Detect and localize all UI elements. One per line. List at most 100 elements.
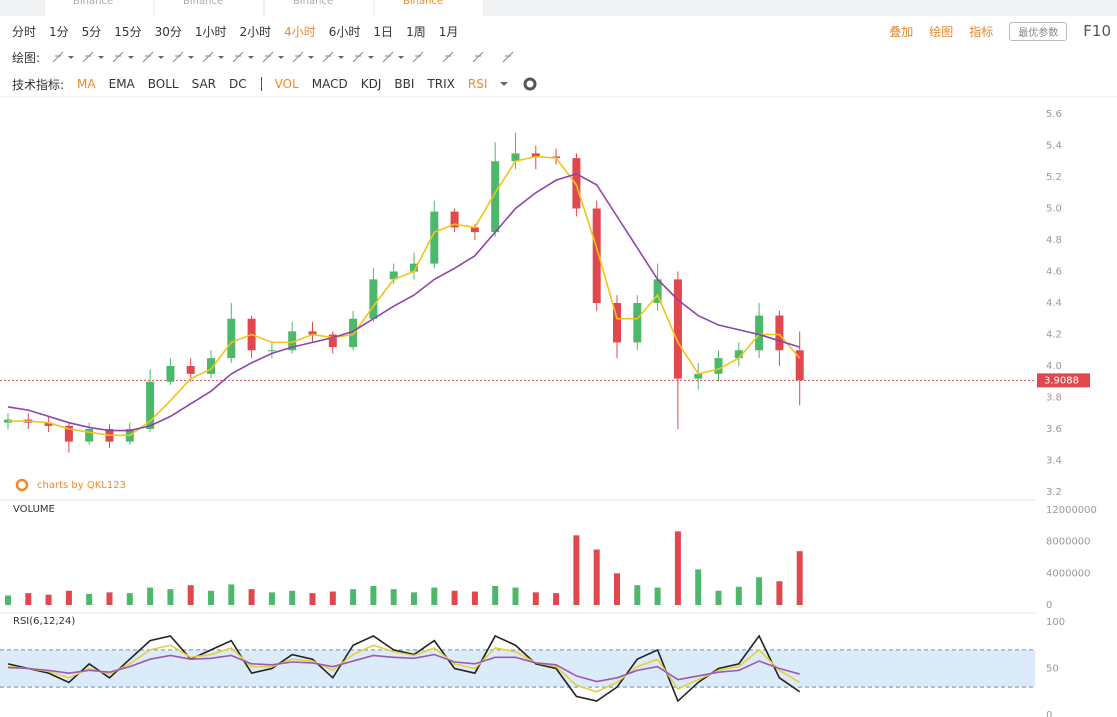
volume-bar [796,551,803,605]
candle-body [349,318,358,348]
candle-body [105,429,114,442]
indicator-button[interactable]: BBI [394,77,415,91]
candle-body [166,366,175,382]
y-tick-label: 4000000 [1046,568,1091,579]
candle-body [775,315,784,351]
watermark: charts by QKL123 [37,480,126,491]
indicator-button[interactable]: DC [229,77,262,91]
candle-body [4,419,12,423]
candle-body [247,318,256,351]
y-tick-label: 100 [1046,617,1065,628]
settings[interactable] [500,76,540,92]
candle-body [613,303,621,343]
volume-bar [553,593,560,605]
indicator-button[interactable]: EMA [108,77,135,91]
caret [500,82,509,86]
tab[interactable]: Binance [45,0,153,16]
interval-button[interactable]: 2小时 [239,24,272,39]
interval-button[interactable]: 30分 [154,24,182,39]
drawing-tools[interactable] [53,48,573,66]
volume-bar [634,585,641,605]
right-tools: 叠加 绘图 指标 最优参数 F10 [873,18,1111,44]
candle-body [186,366,195,374]
volume-bar [776,581,783,605]
caret [278,56,285,59]
volume-bar [126,593,133,605]
f10-button[interactable]: F10 [1083,22,1111,40]
interval-button[interactable]: 15分 [114,24,142,39]
caret [98,56,105,59]
y-tick-label: 50 [1046,664,1059,675]
indicator-button[interactable]: MA [77,77,96,91]
indicator-button[interactable]: SAR [191,77,216,91]
params-button[interactable]: 最优参数 [1009,21,1068,41]
candle-body [430,211,439,264]
candle-body [267,350,276,352]
candle-body [511,153,520,162]
candle-body [369,279,378,319]
y-tick-label: 3.6 [1046,424,1062,435]
interval-button[interactable]: 6小时 [328,24,361,39]
drawing-label: 绘图: [12,50,41,65]
y-tick-label: 4.8 [1046,235,1062,246]
rsi-line [7,653,800,683]
tool-button[interactable]: 绘图 [929,24,954,39]
indicator-bar: 技术指标: MA EMA BOLL SAR DC VOL MACD KDJ BBI TRIX RSI [0,71,1117,97]
tool-icon [142,51,154,63]
interval-button[interactable]: 1小时 [194,24,227,39]
tab-bar: Binance Binance Binance Binance [0,0,1117,16]
caret [308,56,315,59]
tool-icon [502,51,514,63]
tool-icon [412,51,424,63]
caret [158,56,165,59]
y-tick-label: 12000000 [1046,505,1097,516]
candle-body [734,350,743,359]
candle-body [410,263,418,272]
volume-bar [695,569,702,605]
interval-button[interactable]: 4小时 [284,24,316,39]
y-tick-label: 3.2 [1046,487,1062,498]
tool-button[interactable]: 指标 [969,24,994,39]
interval-button[interactable]: 分时 [12,24,37,39]
candle-body [694,373,703,379]
tool-icon [232,51,244,63]
volume-bar [86,593,93,605]
indicator-button[interactable]: KDJ [360,77,382,91]
interval-button[interactable]: 1日 [373,24,394,39]
volume-bar [593,549,600,605]
tab[interactable]: Binance [155,0,263,16]
rsi-band [0,649,1035,688]
indicator-button[interactable]: BOLL [147,77,179,91]
volume-bar [25,593,32,605]
interval-button[interactable]: 1周 [406,24,426,39]
indicator-button[interactable]: MACD [311,77,348,91]
interval-bar: 分时 1分 5分 15分 30分 1小时 2小时 4小时 6小时 1日 1周 1月 [0,18,1117,44]
volume-bar [106,592,113,605]
interval-button[interactable]: 1月 [438,24,459,39]
volume-bar [167,589,174,605]
tool-button[interactable]: 叠加 [889,24,914,39]
volume-bar [268,592,275,605]
ma-line [7,172,800,432]
indicator-button[interactable]: VOL [274,77,299,91]
y-tick-label: 5.4 [1046,141,1062,152]
tab[interactable]: Binance [265,0,373,16]
caret [398,56,405,59]
y-tick-label: 3.8 [1046,393,1062,404]
volume-bar [329,591,336,605]
volume-bar [5,595,11,605]
candle-body [308,331,317,335]
tool-icon [53,51,64,63]
candle-body [44,422,53,426]
indicator-button[interactable]: RSI [467,77,488,91]
volume-bar [431,587,438,605]
y-tick-label: 5.2 [1046,172,1062,183]
tab[interactable]: Binance [375,0,483,16]
volume-bar [390,589,397,605]
indicator-button[interactable]: TRIX [427,77,455,91]
caret [368,56,375,59]
volume-bar [187,585,194,605]
y-tick-label: 0 [1046,600,1052,611]
interval-button[interactable]: 5分 [81,24,102,39]
interval-button[interactable]: 1分 [49,24,69,39]
